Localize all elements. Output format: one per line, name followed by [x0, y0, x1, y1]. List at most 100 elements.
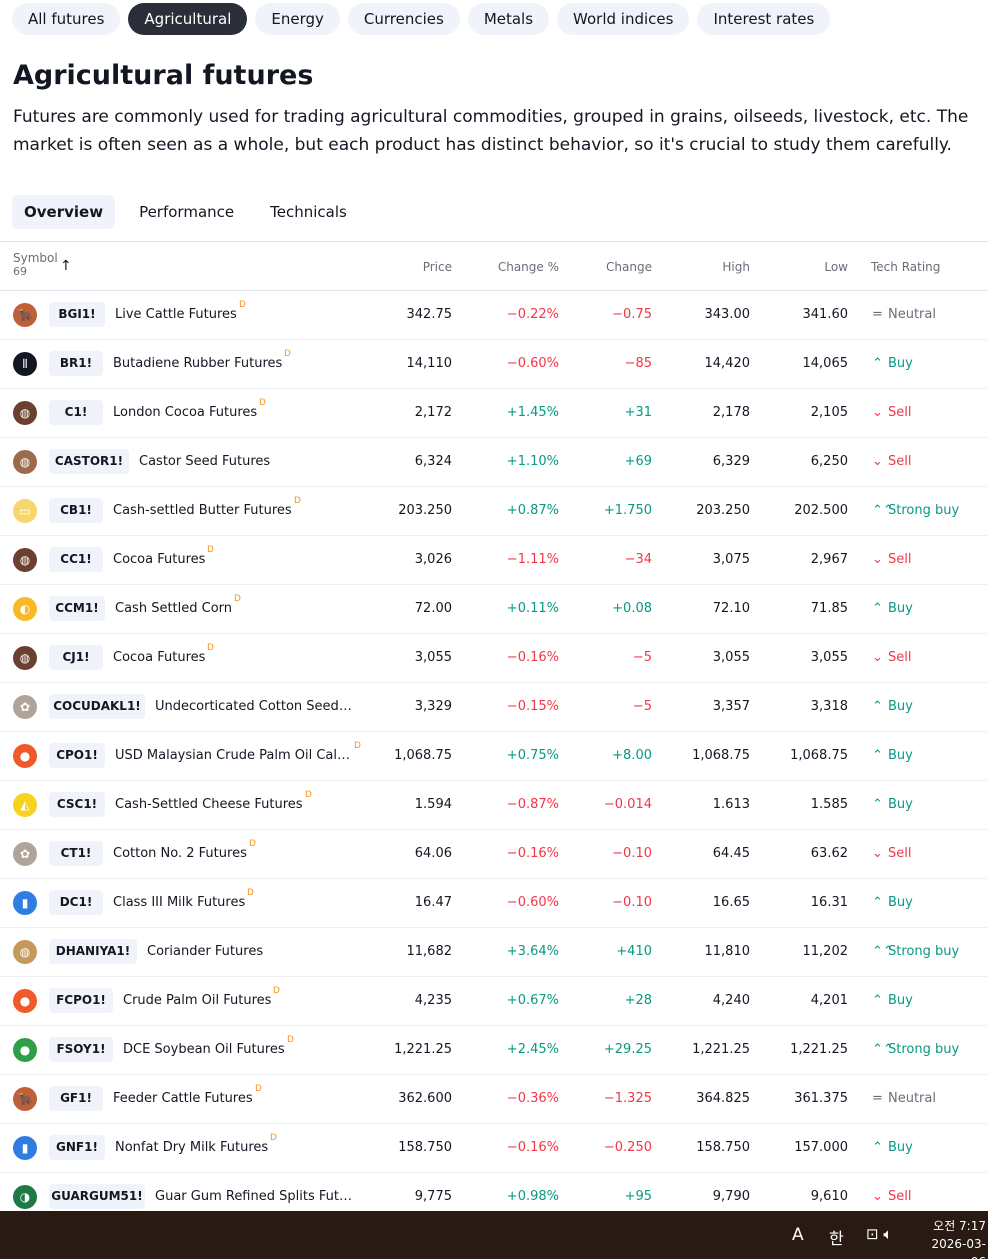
chip-world-indices[interactable]: World indices — [557, 3, 690, 35]
chevron-down-icon: ⌄ — [872, 552, 883, 567]
symbol-name-link[interactable]: DCE Soybean Oil Futures — [123, 1042, 285, 1057]
ticker-badge[interactable]: CSC1! — [49, 792, 105, 817]
butter-icon: ▭ — [13, 499, 37, 523]
clock-time: 오전 7:17 — [933, 1219, 986, 1233]
price-column-header[interactable]: Price — [422, 260, 452, 274]
tech-rating-cell: ⌃ Buy — [872, 601, 913, 616]
symbol-name-link[interactable]: Castor Seed Futures — [139, 454, 271, 469]
symbol-name-link[interactable]: Cash Settled Corn — [115, 601, 233, 616]
delayed-data-marker: D — [284, 349, 291, 359]
guar-gum-icon: ◑ — [13, 1185, 37, 1209]
table-row[interactable]: ◐ CCM1! Cash Settled Corn D 72.00 +0.11%… — [0, 585, 988, 634]
symbol-name-link[interactable]: Cash-Settled Cheese Futures — [115, 797, 303, 812]
table-row[interactable]: ● CPO1! USD Malaysian Crude Palm Oil Cal… — [0, 732, 988, 781]
symbol-name-link[interactable]: Cocoa Futures — [113, 650, 206, 665]
tray-icons[interactable]: ⊡ 🔈︎ — [866, 1225, 892, 1243]
ticker-badge[interactable]: GUARGUM51! — [49, 1184, 145, 1209]
ticker-badge[interactable]: FSOY1! — [49, 1037, 113, 1062]
symbol-name-link[interactable]: Cocoa Futures — [113, 552, 206, 567]
table-row[interactable]: ◍ CASTOR1! Castor Seed Futures 6,324 +1.… — [0, 438, 988, 487]
tab-performance[interactable]: Performance — [139, 203, 235, 221]
table-row[interactable]: ● FSOY1! DCE Soybean Oil Futures D 1,221… — [0, 1026, 988, 1075]
table-row[interactable]: ◍ CJ1! Cocoa Futures D 3,055 −0.16% −5 3… — [0, 634, 988, 683]
soybean-oil-icon: ● — [13, 1038, 37, 1062]
delayed-data-marker: D — [207, 545, 214, 555]
chip-all-futures[interactable]: All futures — [12, 3, 121, 35]
symbol-name-link[interactable]: Undecorticated Cotton Seed O... — [155, 699, 352, 714]
symbol-name-link[interactable]: Feeder Cattle Futures — [113, 1091, 253, 1106]
table-row[interactable]: ◭ CSC1! Cash-Settled Cheese Futures D 1.… — [0, 781, 988, 830]
sort-ascending-icon[interactable]: ↑ — [60, 258, 72, 274]
table-row[interactable]: ◍ C1! London Cocoa Futures D 2,172 +1.45… — [0, 389, 988, 438]
ticker-badge[interactable]: GNF1! — [49, 1135, 105, 1160]
ticker-badge[interactable]: BR1! — [49, 351, 103, 376]
symbol-name-link[interactable]: USD Malaysian Crude Palm Oil Cale... — [115, 748, 352, 763]
symbol-name-link[interactable]: Cash-settled Butter Futures — [113, 503, 292, 518]
cattle-icon: 🐂 — [13, 303, 37, 327]
ticker-badge[interactable]: COCUDAKL1! — [49, 694, 145, 719]
table-row[interactable]: ▮ DC1! Class III Milk Futures D 16.47 −0… — [0, 879, 988, 928]
table-row[interactable]: ✿ COCUDAKL1! Undecorticated Cotton Seed … — [0, 683, 988, 732]
network-icon[interactable]: ⊡ — [866, 1225, 879, 1243]
chip-energy[interactable]: Energy — [255, 3, 340, 35]
chip-interest-rates[interactable]: Interest rates — [697, 3, 831, 35]
coriander-icon: ◍ — [13, 940, 37, 964]
symbol-name-link[interactable]: Class III Milk Futures — [113, 895, 246, 910]
high-column-header[interactable]: High — [722, 260, 750, 274]
table-row[interactable]: ● FCPO1! Crude Palm Oil Futures D 4,235 … — [0, 977, 988, 1026]
change-column-header[interactable]: Change — [606, 260, 652, 274]
change-cell: +29.25 — [603, 1042, 652, 1057]
table-row[interactable]: ◍ CC1! Cocoa Futures D 3,026 −1.11% −34 … — [0, 536, 988, 585]
ticker-badge[interactable]: CT1! — [49, 841, 103, 866]
ticker-badge[interactable]: DHANIYA1! — [49, 939, 137, 964]
ticker-badge[interactable]: C1! — [49, 400, 103, 425]
tab-technicals[interactable]: Technicals — [270, 203, 347, 221]
symbol-name-link[interactable]: Live Cattle Futures — [115, 307, 237, 322]
double-chevron-up-icon: ⌃⌃ — [872, 503, 894, 518]
symbol-column-header[interactable]: Symbol 69 — [13, 251, 58, 279]
ticker-badge[interactable]: GF1! — [49, 1086, 103, 1111]
high-cell: 3,075 — [712, 552, 750, 567]
ticker-badge[interactable]: CB1! — [49, 498, 103, 523]
chip-metals[interactable]: Metals — [467, 3, 550, 35]
table-row[interactable]: ◍ DHANIYA1! Coriander Futures 11,682 +3.… — [0, 928, 988, 977]
page-description: Futures are commonly used for trading ag… — [13, 107, 969, 155]
tech-rating-label: Sell — [888, 1189, 912, 1204]
table-row[interactable]: ✿ CT1! Cotton No. 2 Futures D 64.06 −0.1… — [0, 830, 988, 879]
tech-rating-cell: ⌃ Buy — [872, 356, 913, 371]
tech-rating-cell: ⌄ Sell — [872, 454, 911, 469]
symbol-name-link[interactable]: London Cocoa Futures — [113, 405, 258, 420]
ticker-badge[interactable]: BGI1! — [49, 302, 105, 327]
ime-mode-indicator[interactable]: A — [792, 1225, 804, 1245]
tech-rating-column-header[interactable]: Tech Rating — [871, 260, 941, 274]
table-row[interactable]: ▭ CB1! Cash-settled Butter Futures D 203… — [0, 487, 988, 536]
symbol-name-link[interactable]: Butadiene Rubber Futures — [113, 356, 283, 371]
symbol-name-link[interactable]: Cotton No. 2 Futures — [113, 846, 247, 861]
chip-agricultural[interactable]: Agricultural — [128, 3, 248, 35]
ime-hangul-indicator[interactable]: 한 — [829, 1229, 844, 1248]
ticker-badge[interactable]: CPO1! — [49, 743, 105, 768]
symbol-name-link[interactable]: Crude Palm Oil Futures — [123, 993, 272, 1008]
table-row[interactable]: ◑ GUARGUM51! Guar Gum Refined Splits Fut… — [0, 1173, 988, 1222]
symbol-name-link[interactable]: Guar Gum Refined Splits Futur... — [155, 1189, 352, 1204]
chip-currencies[interactable]: Currencies — [347, 3, 460, 35]
change-pct-column-header[interactable]: Change % — [497, 260, 559, 274]
ticker-badge[interactable]: CASTOR1! — [49, 449, 129, 474]
ticker-badge[interactable]: FCPO1! — [49, 988, 113, 1013]
table-row[interactable]: 🐂 GF1! Feeder Cattle Futures D 362.600 −… — [0, 1075, 988, 1124]
ticker-badge[interactable]: DC1! — [49, 890, 103, 915]
low-cell: 11,202 — [802, 944, 849, 959]
ticker-badge[interactable]: CCM1! — [49, 596, 105, 621]
volume-icon[interactable]: 🔈︎ — [883, 1225, 893, 1243]
symbol-name-link[interactable]: Coriander Futures — [147, 944, 264, 959]
tech-rating-label: Buy — [888, 993, 913, 1008]
table-row[interactable]: ⦀ BR1! Butadiene Rubber Futures D 14,110… — [0, 340, 988, 389]
ticker-badge[interactable]: CJ1! — [49, 645, 103, 670]
ticker-badge[interactable]: CC1! — [49, 547, 103, 572]
tab-overview[interactable]: Overview — [12, 195, 116, 229]
table-row[interactable]: ▮ GNF1! Nonfat Dry Milk Futures D 158.75… — [0, 1124, 988, 1173]
symbol-name-link[interactable]: Nonfat Dry Milk Futures — [115, 1140, 269, 1155]
table-row[interactable]: 🐂 BGI1! Live Cattle Futures D 342.75 −0.… — [0, 291, 988, 340]
clock[interactable]: 오전 7:17 2026-03-06 — [918, 1217, 986, 1259]
low-column-header[interactable]: Low — [824, 260, 848, 274]
